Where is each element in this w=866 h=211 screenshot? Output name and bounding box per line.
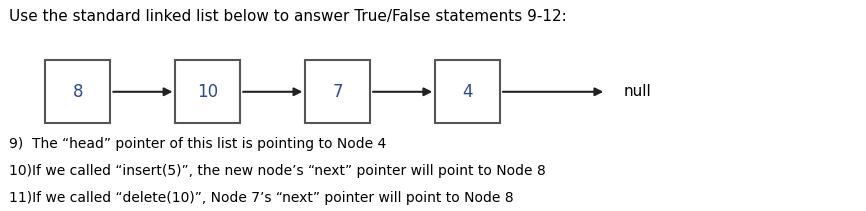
- Text: 4: 4: [462, 83, 473, 101]
- Bar: [306, 60, 371, 123]
- Text: 8: 8: [73, 83, 83, 101]
- Text: 10: 10: [197, 83, 218, 101]
- Bar: [45, 60, 111, 123]
- Text: Use the standard linked list below to answer True/False statements 9-12:: Use the standard linked list below to an…: [9, 9, 566, 24]
- Bar: [175, 60, 240, 123]
- Text: 10)If we called “insert(5)”, the new node’s “next” pointer will point to Node 8: 10)If we called “insert(5)”, the new nod…: [9, 164, 546, 178]
- Text: 9)  The “head” pointer of this list is pointing to Node 4: 9) The “head” pointer of this list is po…: [9, 137, 386, 151]
- Text: 7: 7: [333, 83, 343, 101]
- Bar: [436, 60, 501, 123]
- Text: 11)If we called “delete(10)”, Node 7’s “next” pointer will point to Node 8: 11)If we called “delete(10)”, Node 7’s “…: [9, 191, 514, 205]
- Text: null: null: [624, 84, 651, 99]
